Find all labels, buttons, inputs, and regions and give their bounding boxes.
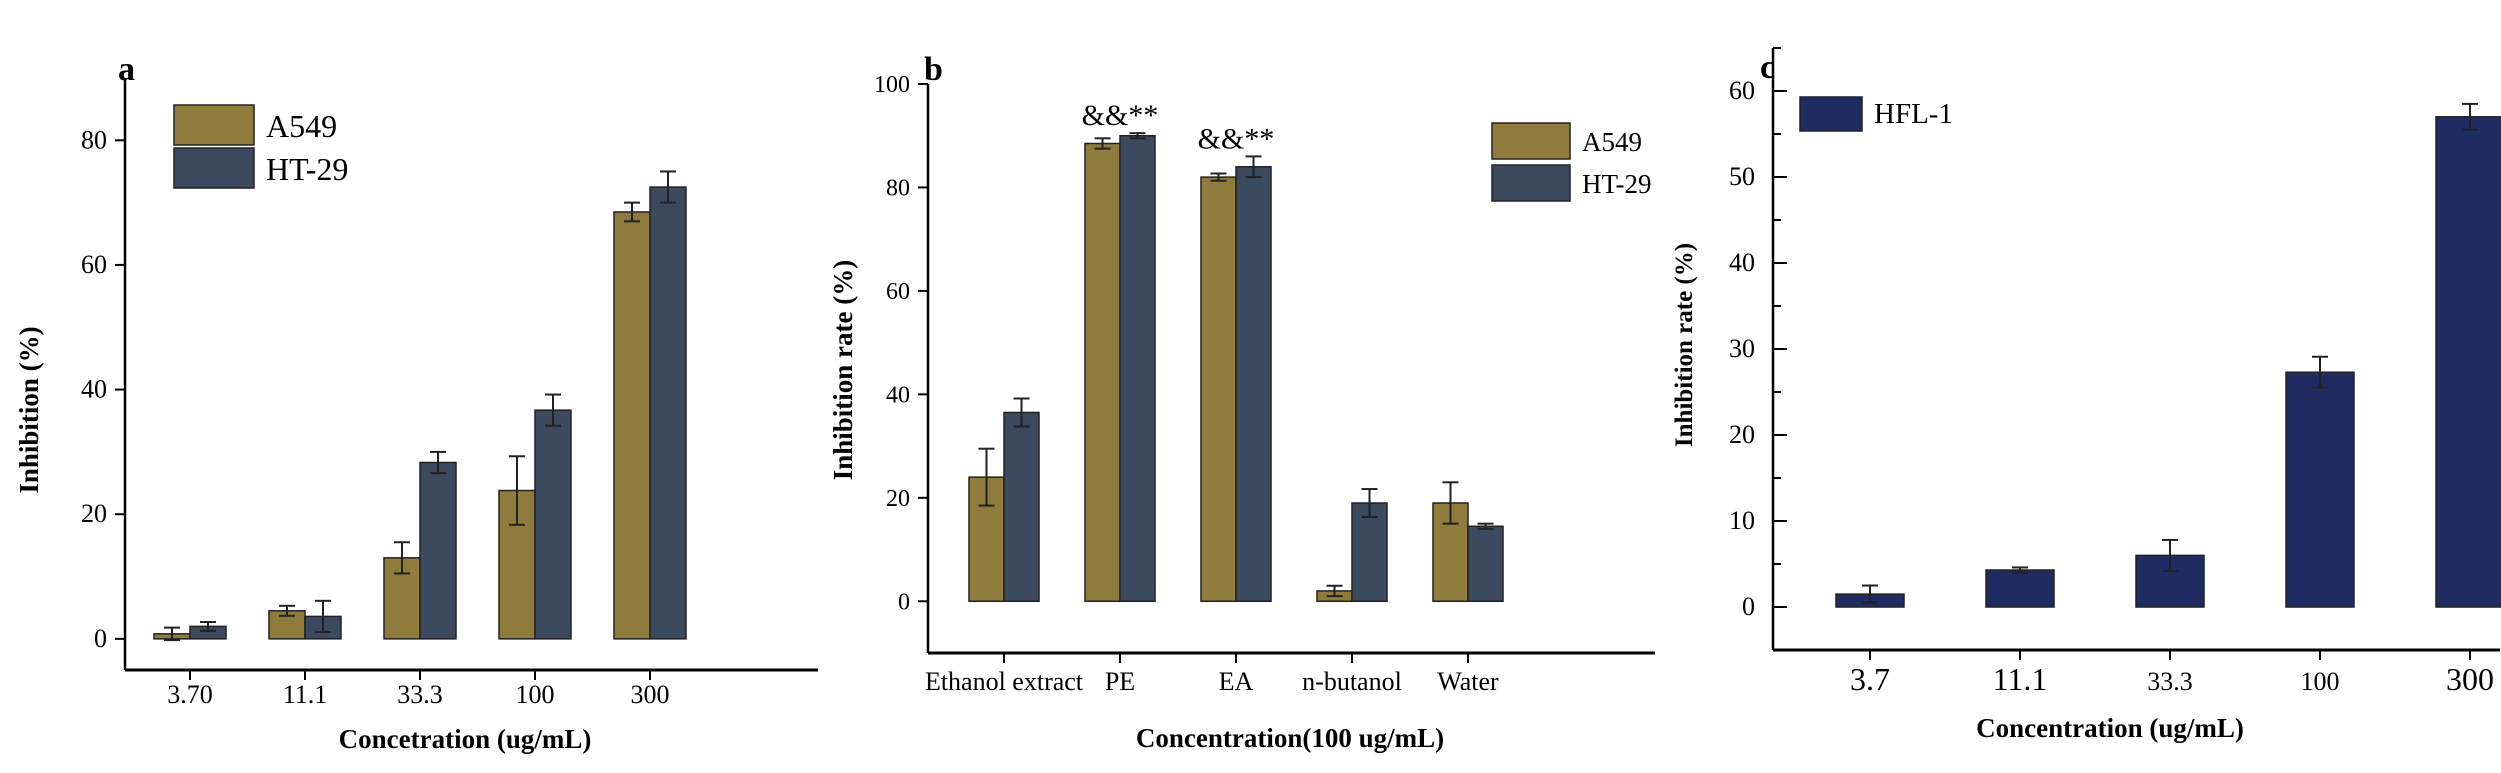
bar-ht-29 — [1235, 166, 1272, 603]
x-axis-label: Concentration (ug/mL) — [1976, 713, 2244, 743]
x-axis-label: Concentration(100 ug/mL) — [1136, 723, 1444, 753]
y-tick-label: 20 — [1729, 420, 1755, 449]
bar-ht-29 — [1119, 134, 1156, 603]
bar-ht-29 — [1351, 502, 1388, 603]
y-tick-label: 20 — [81, 499, 107, 528]
legend-label: HT-29 — [266, 151, 348, 187]
y-tick-label: 60 — [1729, 76, 1755, 105]
legend-swatch — [1799, 96, 1863, 132]
bar-ht-29 — [1467, 525, 1504, 603]
x-tick-label: 100 — [2301, 667, 2340, 696]
x-tick-label: n-butanol — [1302, 667, 1402, 696]
bar-hfl-1 — [1985, 569, 2055, 608]
x-tick-label: PE — [1105, 667, 1135, 696]
y-tick-label: 40 — [81, 375, 107, 404]
x-tick-label: Ethanol extract — [925, 667, 1084, 696]
bar-ht-29 — [534, 409, 572, 640]
y-tick-label: 60 — [81, 250, 107, 279]
legend-label: HT-29 — [1582, 169, 1652, 199]
panel-letter: c — [1760, 49, 1775, 86]
y-tick-label: 40 — [886, 382, 910, 408]
x-axis-label: Concetration (ug/mL) — [339, 724, 592, 754]
y-tick-label: 40 — [1729, 248, 1755, 277]
panel-a-chart: a 0 20 40 60 80 3.70 11.1 33.3 100 300 A549 HT-29 Con… — [14, 51, 818, 754]
y-tick-label: 80 — [886, 175, 910, 201]
bar-a549 — [1200, 176, 1237, 603]
bar-ht-29 — [649, 186, 687, 640]
legend-swatch — [1491, 122, 1571, 160]
bar-ht-29 — [419, 461, 457, 640]
legend-label: HFL-1 — [1874, 98, 1953, 130]
y-tick-label: 80 — [81, 125, 107, 154]
bar-a549 — [1084, 142, 1121, 603]
x-tick-label: 3.70 — [167, 680, 213, 709]
bar-a549 — [613, 211, 651, 640]
significance-annotation: &&** — [1082, 99, 1159, 132]
y-tick-label: 0 — [898, 589, 910, 615]
significance-annotation: &&** — [1198, 122, 1275, 155]
bar-ht-29 — [1003, 411, 1040, 603]
x-tick-label: Water — [1437, 667, 1499, 696]
panel-b-chart: b 0 20 40 60 80 100 Ethanol extract PE EA n-butano… — [828, 51, 1655, 753]
panel-letter: b — [924, 51, 943, 88]
x-tick-label: 33.3 — [2147, 667, 2193, 696]
bar-hfl-1 — [2285, 371, 2355, 608]
y-tick-label: 50 — [1729, 162, 1755, 191]
y-axis-label: Inhibition rate (%) — [1671, 243, 1698, 447]
x-tick-label: 11.1 — [283, 680, 328, 709]
y-tick-label: 60 — [886, 279, 910, 305]
bar-hfl-1 — [2435, 116, 2501, 608]
panel-letter: a — [118, 51, 135, 88]
y-tick-label: 100 — [874, 72, 910, 98]
x-tick-label: EA — [1219, 667, 1254, 696]
x-tick-label: 300 — [631, 680, 670, 709]
x-tick-label: 300 — [2446, 661, 2494, 697]
y-tick-label: 20 — [886, 486, 910, 512]
legend-swatch — [173, 104, 255, 146]
y-tick-label: 0 — [94, 624, 107, 653]
legend-swatch — [173, 147, 255, 189]
legend-label: A549 — [1582, 127, 1642, 157]
x-tick-label: 33.3 — [397, 680, 443, 709]
x-tick-label: 3.7 — [1850, 661, 1890, 697]
x-tick-label: 11.1 — [1993, 661, 2048, 697]
x-tick-label: 100 — [516, 680, 555, 709]
y-tick-label: 0 — [1742, 592, 1755, 621]
y-axis-label: Inhibition (%) — [14, 326, 44, 493]
y-tick-label: 30 — [1729, 334, 1755, 363]
legend-label: A549 — [266, 108, 337, 144]
y-tick-label: 10 — [1729, 506, 1755, 535]
legend-swatch — [1491, 164, 1571, 202]
panel-c-chart: c 0 10 20 30 40 50 60 3.7 11.1 33.3 100 300 HFL-1 Conc… — [1671, 47, 2501, 743]
y-axis-label: Inhibition rate (%) — [828, 260, 858, 481]
